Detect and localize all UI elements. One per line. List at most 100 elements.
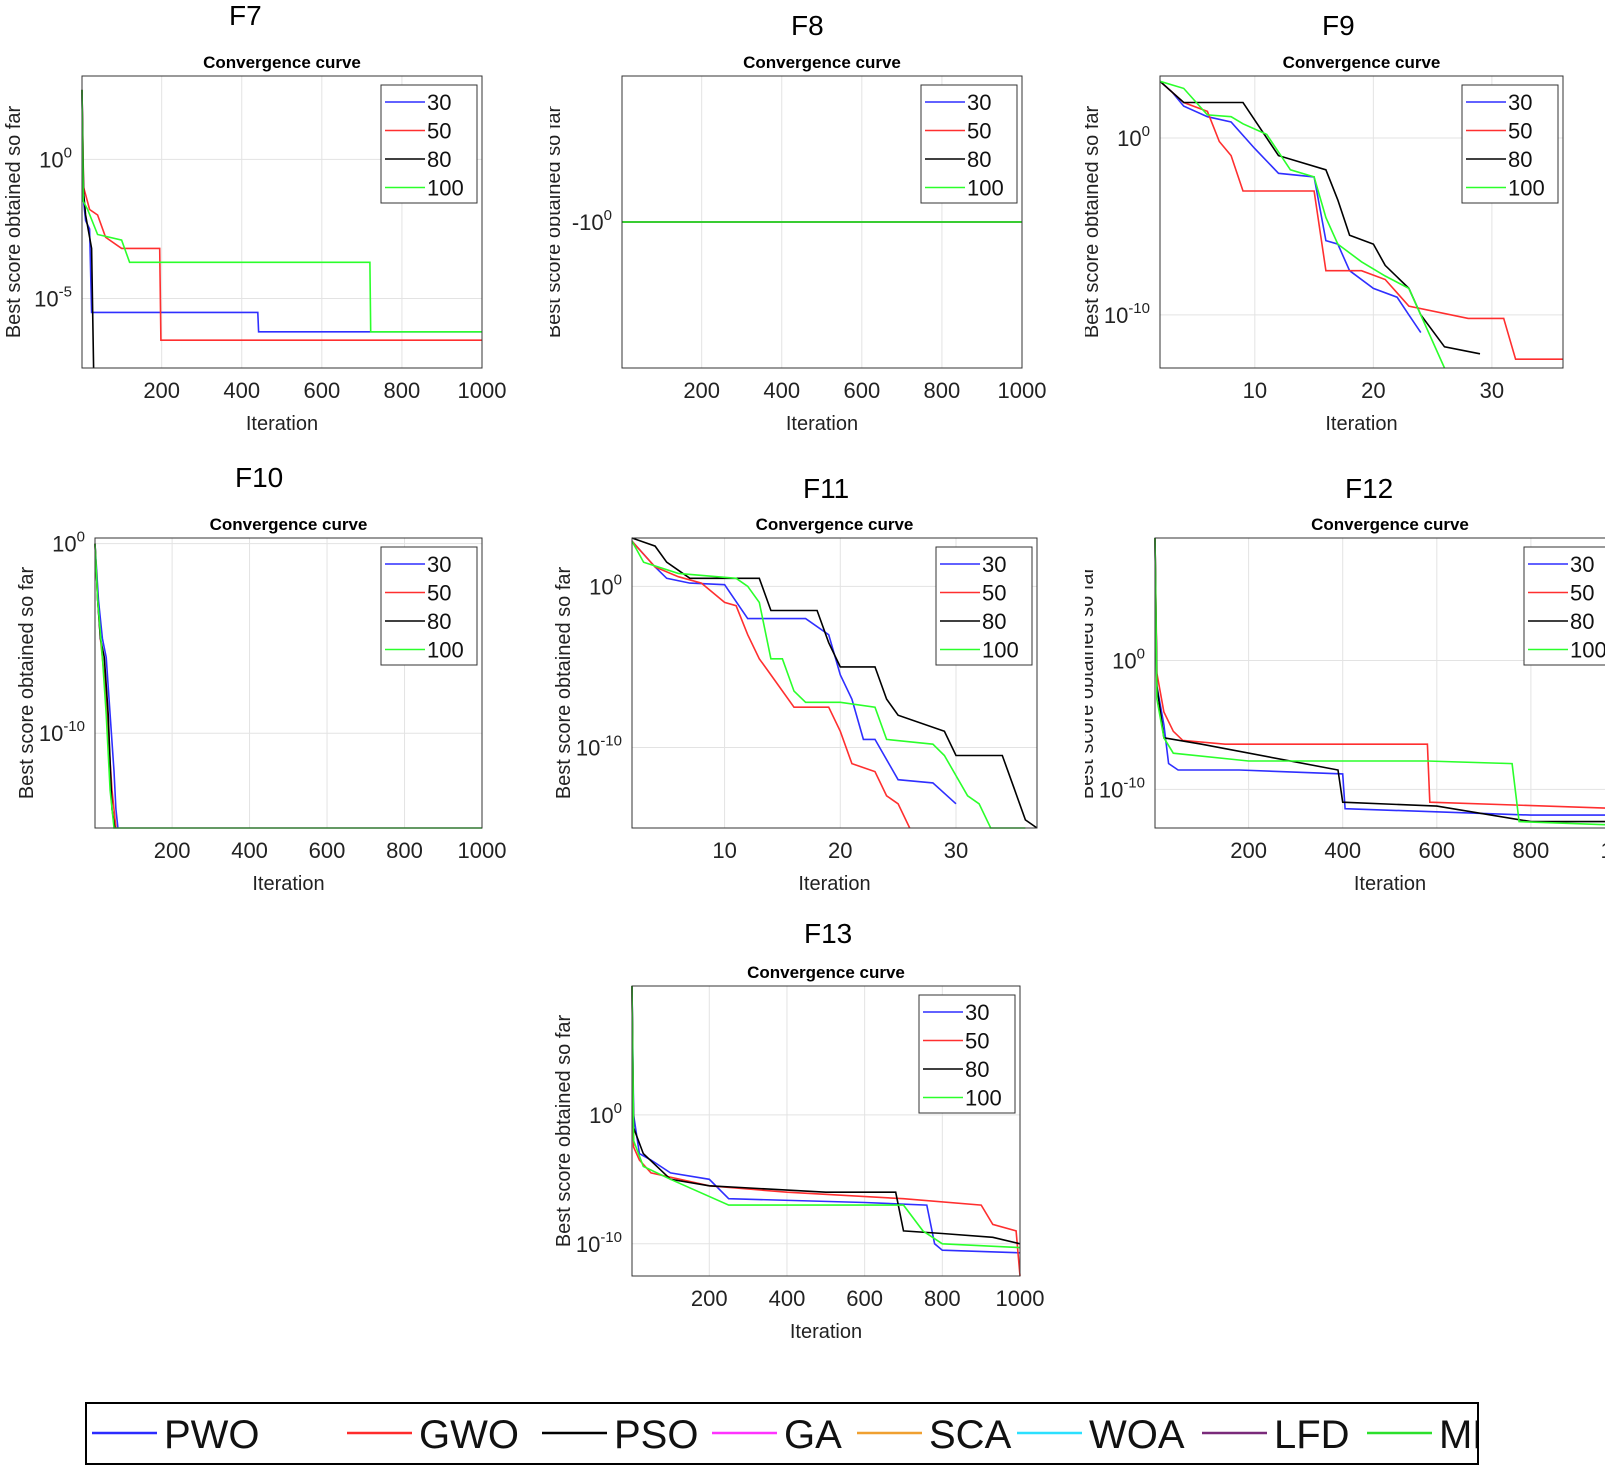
series-line-50: [631, 985, 1021, 1277]
algorithm-label-woa: WOA: [1089, 1413, 1185, 1457]
x-tick-label: 20: [1361, 378, 1385, 403]
series-legend: [1461, 84, 1559, 204]
chart-title: Convergence curve: [747, 963, 905, 982]
y-tick-label: 100: [52, 529, 85, 557]
y-axis-label: Best score obtained so far: [553, 1014, 575, 1247]
algorithm-label-sca: SCA: [929, 1413, 1012, 1457]
x-tick-label: 400: [231, 838, 268, 863]
y-tick-label: 10-10: [576, 732, 622, 760]
legend-label-100: 100: [982, 638, 1019, 663]
y-tick-label: 10-10: [1104, 300, 1150, 328]
x-tick-label: 200: [143, 378, 180, 403]
series-line-30: [94, 543, 119, 829]
y-tick-label: 10-5: [34, 283, 72, 311]
series-line-80: [631, 985, 1021, 1245]
algorithm-legend: PWO GWO PSO GA SCA WOA LFD MFO: [85, 1402, 1528, 1465]
legend-label-30: 30: [982, 552, 1006, 577]
series-line-100: [631, 985, 1021, 1249]
series-line-30: [1154, 537, 1605, 816]
figure-label-f7: F7: [229, 0, 262, 31]
legend-label-80: 80: [965, 1057, 989, 1082]
x-axis-label: Iteration: [1354, 873, 1426, 895]
y-axis-label: Best score obtained so far: [16, 566, 38, 799]
chart-title: Convergence curve: [210, 515, 368, 534]
series-line-30: [631, 540, 957, 805]
legend-label-50: 50: [982, 581, 1006, 606]
chart-f11: Convergence curve 10 20 30 100 10-10 Iteration…: [553, 515, 1038, 895]
y-tick-label: 100: [1112, 645, 1145, 673]
x-tick-label: 200: [154, 838, 191, 863]
x-tick-label: 1000: [996, 1286, 1045, 1311]
legend-label-80: 80: [1570, 609, 1594, 634]
series-line-100: [631, 540, 1026, 829]
y-tick-label: 10-10: [576, 1229, 622, 1257]
chart-f8: Convergence curve 200 400 600 800 1000 -100 Ite…: [550, 53, 1047, 435]
series-line-30: [631, 985, 1021, 1254]
legend-label-100: 100: [1508, 176, 1545, 201]
x-tick-label: 1000: [458, 838, 507, 863]
x-axis-label: Iteration: [252, 873, 324, 895]
plot-frame: [1154, 537, 1605, 829]
algorithm-label-lfd: LFD: [1274, 1413, 1350, 1457]
series-line-50: [81, 89, 482, 342]
x-tick-label: 400: [1324, 838, 1361, 863]
chart-f7: Convergence curve 200 400 600 800 1000 100 10-5…: [3, 53, 507, 435]
y-axis-label: Best score obtained so far: [550, 105, 565, 338]
x-tick-label: 800: [1513, 838, 1550, 863]
y-tick-label: 100: [589, 571, 622, 599]
series-legend: [935, 546, 1033, 666]
chart-title: Convergence curve: [743, 53, 901, 72]
x-tick-label: 1000: [998, 378, 1047, 403]
plot-frame: [621, 75, 1023, 369]
algorithm-label-ga: GA: [784, 1413, 842, 1457]
x-axis-label: Iteration: [1325, 413, 1397, 435]
legend-label-100: 100: [1570, 638, 1605, 663]
x-tick-label: 600: [303, 378, 340, 403]
algorithm-label-pwo: PWO: [164, 1413, 260, 1457]
x-tick-label: 400: [763, 378, 800, 403]
x-tick-label: 800: [384, 378, 421, 403]
x-axis-label: Iteration: [246, 413, 318, 435]
x-tick-label: 10: [712, 838, 736, 863]
legend-label-30: 30: [967, 90, 991, 115]
legend-label-50: 50: [967, 119, 991, 144]
legend-label-100: 100: [967, 176, 1004, 201]
legend-label-80: 80: [982, 609, 1006, 634]
series-legend: [918, 994, 1016, 1114]
x-tick-label: 30: [944, 838, 968, 863]
chart-title: Convergence curve: [756, 515, 914, 534]
x-tick-label: 600: [846, 1286, 883, 1311]
legend-label-30: 30: [965, 1000, 989, 1025]
plot-frame: [631, 537, 1038, 829]
y-tick-label: 10-10: [39, 718, 85, 746]
x-tick-label: 800: [924, 378, 961, 403]
x-tick-label: 30: [1480, 378, 1504, 403]
x-tick-label: 800: [924, 1286, 961, 1311]
series-line-50: [631, 540, 911, 829]
x-tick-label: 1000: [458, 378, 507, 403]
algorithm-label-gwo: GWO: [419, 1413, 519, 1457]
chart-title: Convergence curve: [1311, 515, 1469, 534]
algorithm-label-pso: PSO: [614, 1413, 698, 1457]
figure-label-f11: F11: [803, 473, 850, 504]
chart-f13: Convergence curve 200 400 600 800 1000 100 10-1…: [553, 963, 1045, 1343]
series-legend: [920, 84, 1018, 204]
algorithm-label-mfo: MFO: [1439, 1413, 1477, 1457]
chart-f10: Convergence curve 200 400 600 800 1000 100 10-1…: [16, 515, 507, 895]
x-tick-label: 200: [683, 378, 720, 403]
x-tick-label: 600: [309, 838, 346, 863]
legend-label-100: 100: [965, 1086, 1002, 1111]
figure-label-f13: F13: [804, 918, 853, 949]
y-tick-label: 100: [1117, 123, 1150, 151]
series-line-50: [1159, 80, 1563, 361]
y-axis-label: Best score obtained so far: [3, 105, 25, 338]
x-tick-label: 200: [691, 1286, 728, 1311]
series-line-100: [1154, 537, 1605, 826]
x-tick-label: 10: [1243, 378, 1267, 403]
series-line-80: [1154, 537, 1605, 823]
x-tick-label: 400: [223, 378, 260, 403]
y-tick-label: 100: [39, 144, 72, 172]
y-tick-label: 10-10: [1099, 774, 1145, 802]
legend-label-50: 50: [427, 119, 451, 144]
y-axis-label: Best score obtained so far: [1085, 105, 1103, 338]
